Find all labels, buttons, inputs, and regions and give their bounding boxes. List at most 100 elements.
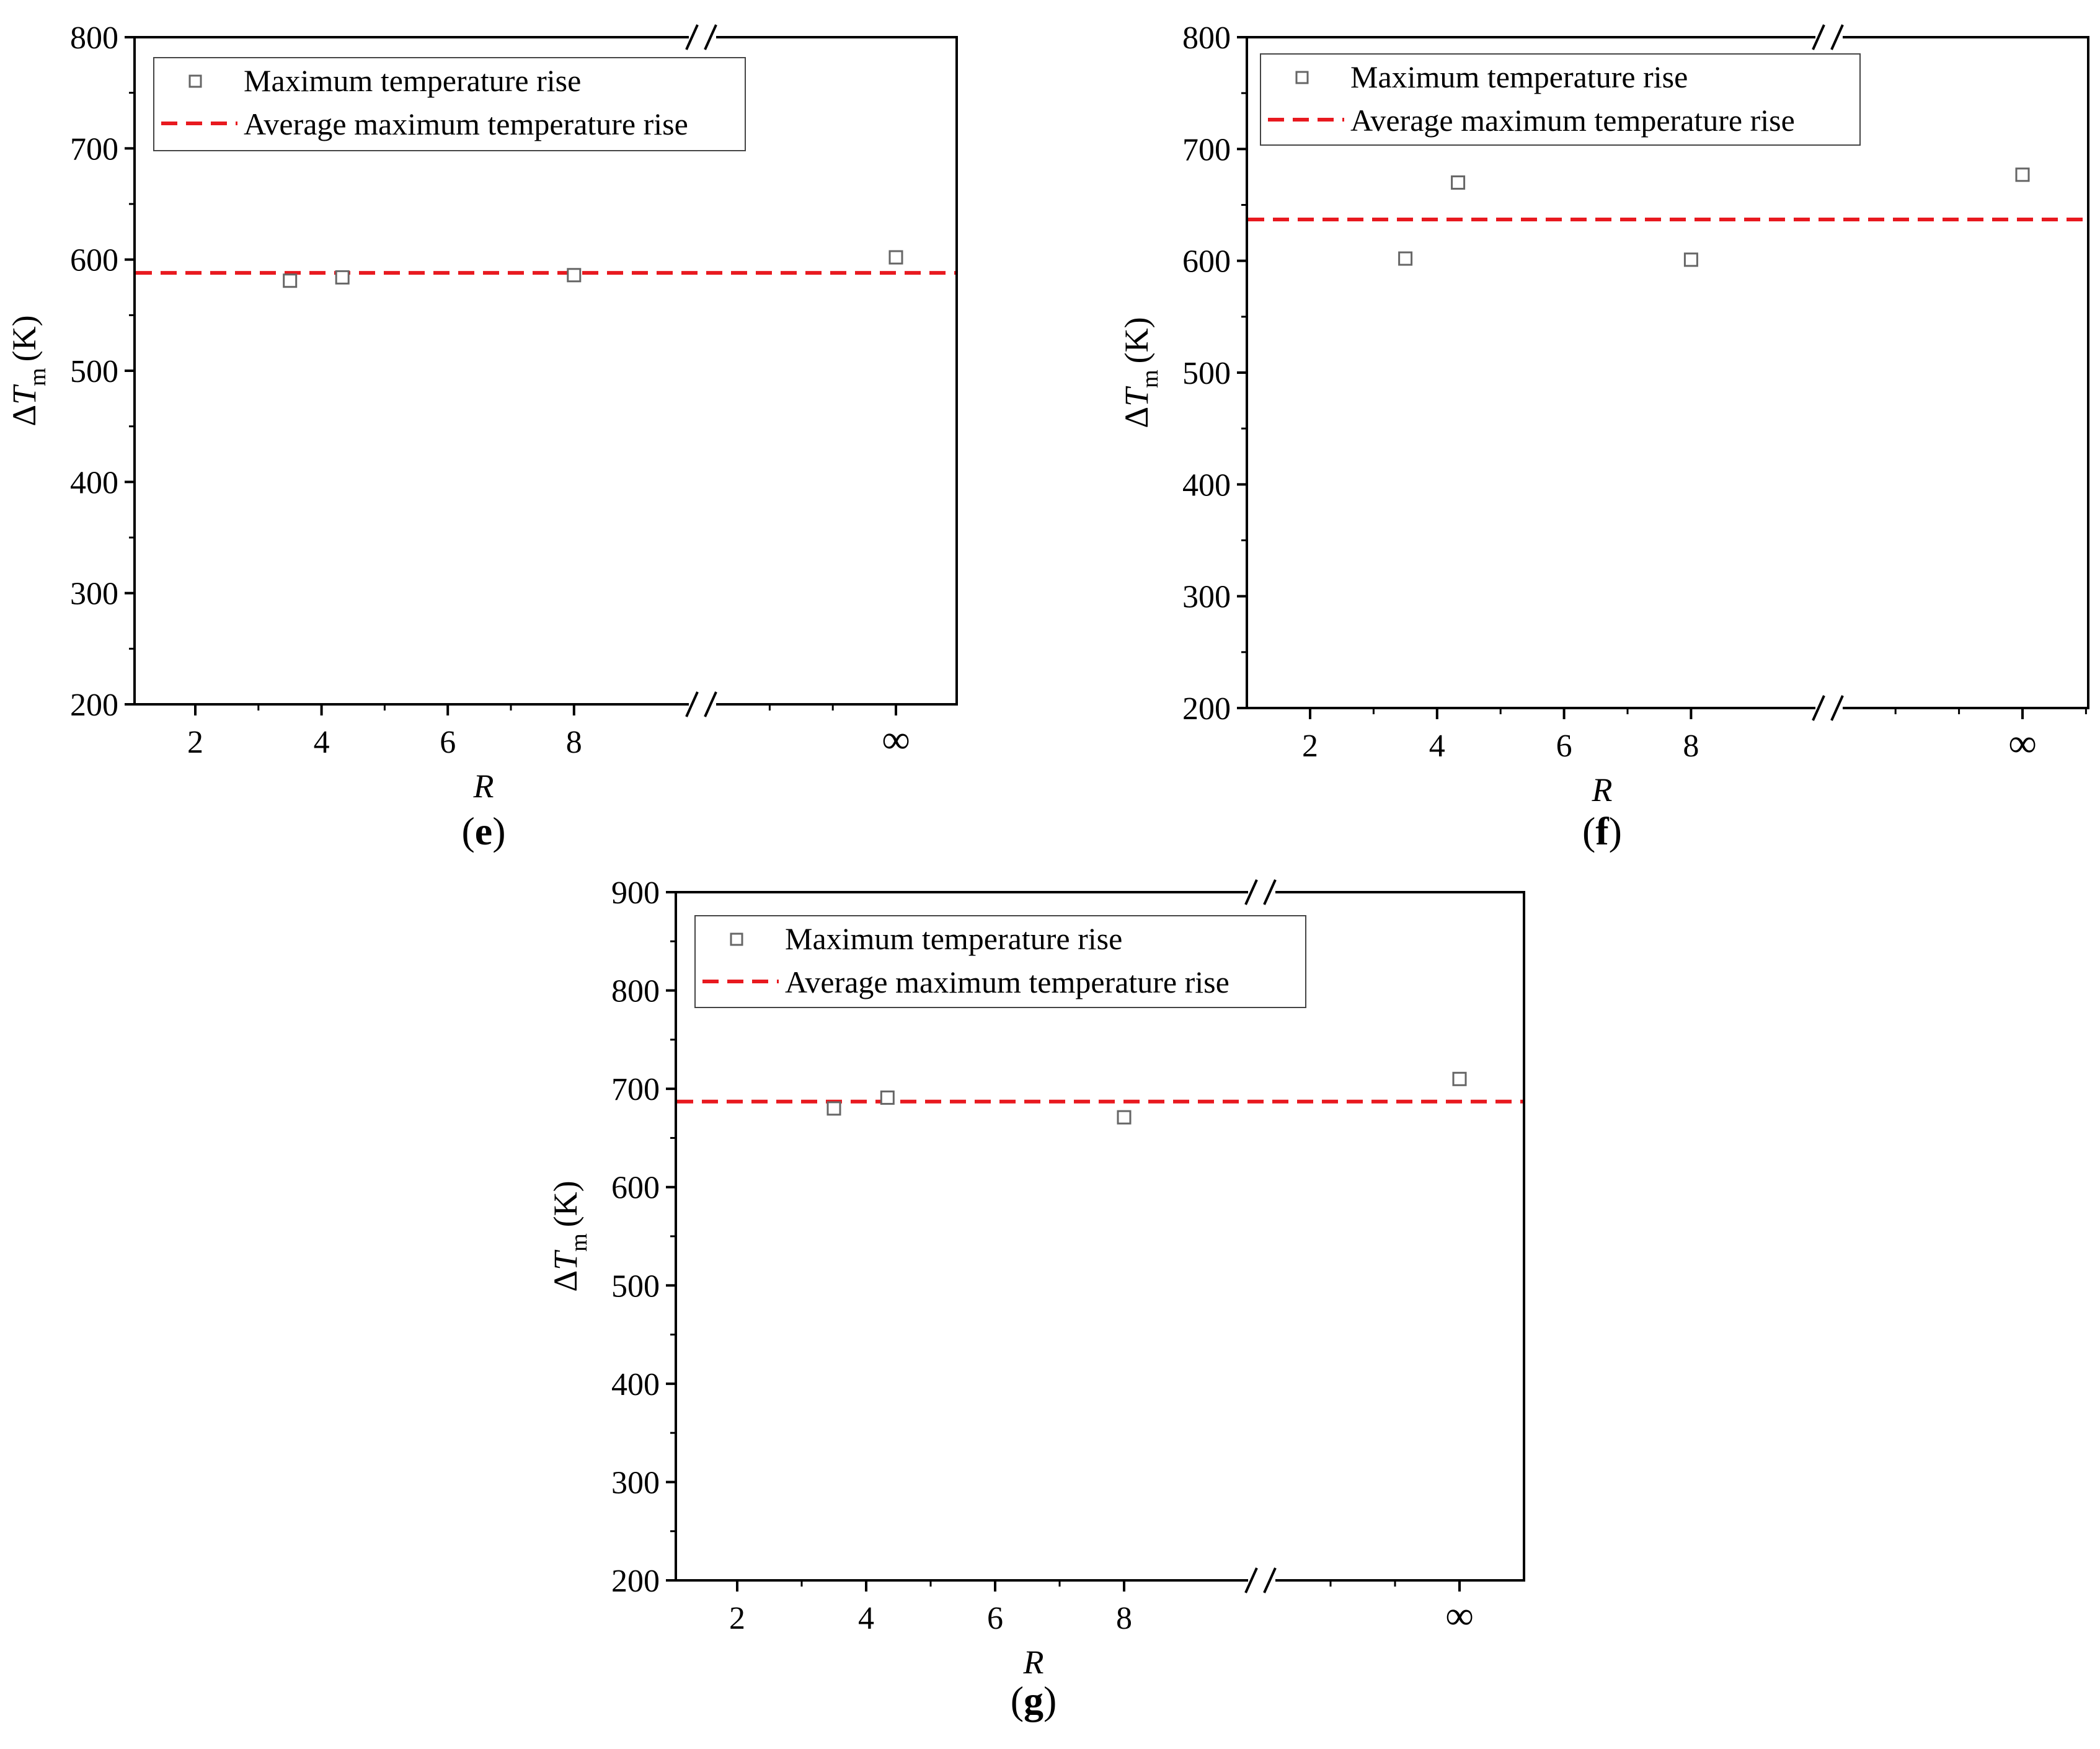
y-tick-label: 600 [1182, 244, 1231, 280]
y-tick-label: 400 [611, 1367, 660, 1402]
legend-box [1260, 53, 1861, 146]
axis-break-gap-top [1248, 890, 1275, 895]
legend-label-average: Average maximum temperature rise [785, 965, 1229, 999]
y-tick-label: 200 [1182, 691, 1231, 727]
y-tick-label: 800 [611, 974, 660, 1009]
y-tick-label: 700 [70, 131, 118, 167]
y-tick-label: 400 [70, 465, 118, 500]
y-axis-label-subscript: m [566, 1233, 592, 1252]
y-tick-label: 700 [1182, 132, 1231, 167]
x-tick-label: 8 [1683, 728, 1699, 764]
axis-break-slash [1244, 879, 1258, 905]
axis-break-gap-top [1815, 35, 1843, 40]
chart-panel-g: 200 300 400 500 600 700 800 900 2 4 6 8 ∞ R ΔTm (K) Maxi… [547, 875, 1525, 1722]
data-point [1398, 251, 1413, 266]
x-tick-label: 6 [1556, 728, 1572, 764]
panel-label-open: ( [1582, 809, 1595, 853]
x-tick-label: 8 [566, 725, 582, 760]
y-tick-label: 600 [70, 243, 118, 278]
y-tick-label: 200 [611, 1564, 660, 1599]
y-axis-label-delta: Δ [6, 405, 43, 427]
axis-break-slash [1830, 695, 1844, 721]
legend-marker-square [188, 74, 202, 88]
y-tick-label: 300 [611, 1465, 660, 1500]
legend-label-maximum: Maximum temperature rise [785, 921, 1122, 956]
y-tick-label: 300 [70, 577, 118, 612]
x-tick-label: 8 [1116, 1601, 1132, 1636]
data-point [888, 250, 903, 265]
panel-label-close: ) [1609, 809, 1622, 853]
data-point [826, 1101, 841, 1116]
axis-break-slash [1812, 695, 1825, 721]
axis-break-gap-bottom [1815, 706, 1843, 711]
x-tick-label: 2 [187, 725, 203, 760]
panel-label-letter: f [1595, 809, 1609, 853]
x-tick-label: 2 [1302, 728, 1318, 764]
data-point [567, 268, 582, 283]
data-point [880, 1090, 895, 1105]
chart-panel-e: 200 300 400 500 600 700 800 2 4 6 8 ∞ R ΔTm (K) Maximum… [6, 20, 958, 853]
y-tick-label: 800 [70, 20, 118, 56]
axis-break-slash [704, 24, 717, 50]
y-tick-label: 600 [611, 1171, 660, 1206]
chart-panel-f: 200 300 400 500 600 700 800 2 4 6 8 ∞ R ΔTm (K) Maximum… [1118, 20, 2089, 853]
panel-label-close: ) [1043, 1678, 1057, 1722]
y-axis-label: ΔTm (K) [6, 315, 51, 426]
x-tick-label: ∞ [1445, 1593, 1474, 1637]
y-axis-label-unit: (K) [6, 315, 43, 361]
data-point [1683, 252, 1698, 267]
panel-label-letter: g [1024, 1678, 1043, 1722]
legend-marker-square [730, 932, 743, 946]
x-axis-label: R [1023, 1644, 1044, 1681]
x-tick-label: ∞ [882, 717, 910, 761]
legend-label-maximum: Maximum temperature rise [244, 63, 581, 98]
axis-break-gap-bottom [689, 702, 716, 707]
panel-label: (g) [1011, 1678, 1057, 1722]
legend-label-maximum: Maximum temperature rise [1350, 60, 1688, 94]
x-tick-label: 6 [987, 1601, 1003, 1636]
x-axis-label: R [1592, 771, 1613, 808]
legend-marker-square [1295, 71, 1309, 84]
x-tick-label: 4 [1429, 728, 1445, 764]
panel-label: (e) [461, 809, 505, 853]
y-axis-label-unit: (K) [547, 1180, 584, 1227]
y-axis-label-unit: (K) [1118, 317, 1155, 363]
x-tick-label: 4 [858, 1601, 874, 1636]
axis-break-slash [1263, 879, 1277, 905]
axis-break-slash [685, 24, 699, 50]
y-axis-label-symbol: T [547, 1249, 584, 1270]
axis-break-slash [704, 691, 717, 717]
panel-label-close: ) [492, 809, 505, 853]
legend-box [694, 915, 1306, 1008]
y-tick-label: 400 [1182, 467, 1231, 503]
x-axis-label: R [473, 768, 494, 805]
axis-break-slash [1263, 1567, 1277, 1593]
axis-break-gap-bottom [1248, 1578, 1275, 1583]
y-axis-label: ΔTm (K) [1118, 317, 1163, 428]
panel-label: (f) [1582, 809, 1622, 853]
x-tick-label: 2 [729, 1601, 745, 1636]
y-tick-label: 800 [1182, 20, 1231, 56]
y-axis-label-symbol: T [1118, 386, 1155, 407]
axis-break-gap-top [689, 35, 716, 40]
y-tick-label: 700 [611, 1072, 660, 1107]
y-tick-label: 500 [611, 1269, 660, 1304]
y-axis-label-symbol: T [6, 384, 43, 405]
data-point [1452, 1071, 1467, 1086]
y-tick-label: 500 [70, 354, 118, 389]
axis-break-slash [1830, 24, 1844, 50]
y-axis-label-subscript: m [1137, 370, 1163, 388]
data-point [2015, 167, 2030, 182]
x-tick-label: 6 [440, 725, 456, 760]
data-point [1451, 175, 1466, 190]
data-point [283, 273, 298, 288]
data-point [1117, 1110, 1132, 1125]
panel-label-open: ( [461, 809, 474, 853]
legend-box [153, 57, 746, 151]
panel-label-open: ( [1011, 1678, 1024, 1722]
axis-break-slash [685, 691, 699, 717]
legend-label-average: Average maximum temperature rise [1350, 103, 1795, 138]
y-axis-label: ΔTm (K) [547, 1180, 592, 1291]
y-tick-label: 200 [70, 688, 118, 723]
